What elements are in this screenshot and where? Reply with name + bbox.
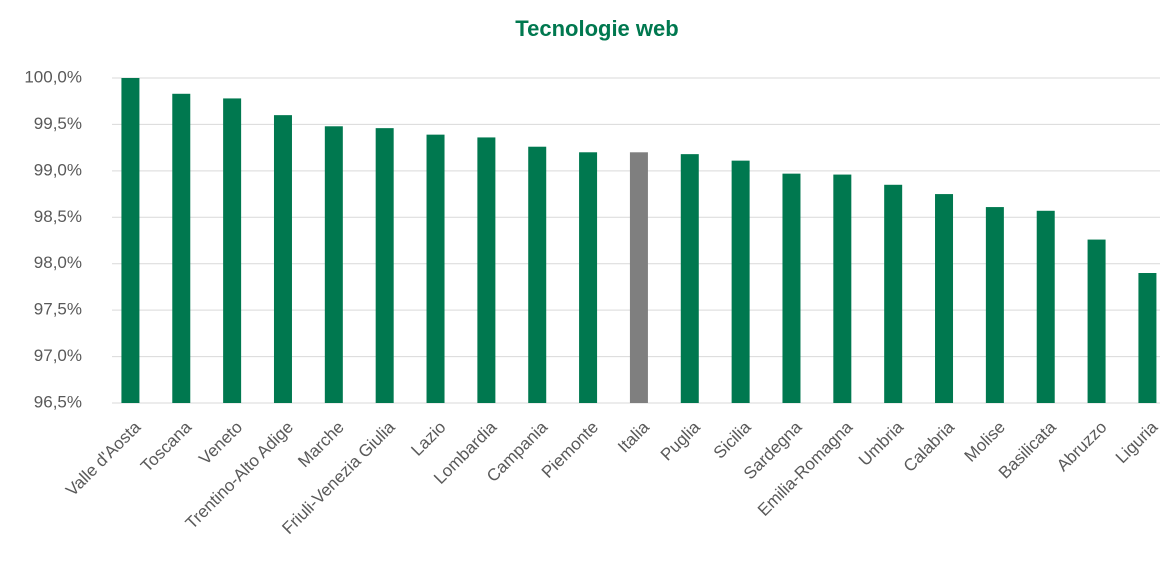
x-tick-label: Valle d'Aosta (62, 417, 145, 500)
bar (833, 174, 852, 403)
bar (1036, 210, 1055, 403)
x-tick-label: Puglia (657, 417, 704, 464)
bar (324, 126, 343, 404)
x-tick-label: Sicilia (710, 417, 755, 462)
y-tick-label: 98,0% (34, 253, 82, 272)
bar (579, 152, 598, 403)
bar (884, 184, 903, 403)
y-tick-label: 100,0% (24, 67, 82, 86)
bar (935, 194, 954, 403)
bar (477, 137, 496, 403)
bar (782, 173, 801, 403)
x-tick-label: Veneto (195, 418, 246, 469)
x-tick-label: Liguria (1112, 417, 1161, 467)
bar (172, 93, 191, 404)
bar (121, 78, 140, 403)
x-tick-label: Piemonte (538, 418, 602, 482)
chart-title: Tecnologie web (515, 16, 678, 41)
y-tick-label: 97,0% (34, 346, 82, 365)
bar (223, 98, 242, 403)
x-tick-label: Toscana (137, 417, 196, 476)
bar (426, 134, 445, 403)
bar (528, 146, 547, 403)
bar (273, 115, 292, 404)
bar (629, 152, 648, 403)
x-tick-label: Calabria (900, 417, 959, 476)
x-tick-label: Molise (961, 418, 1009, 466)
bar (680, 154, 699, 403)
y-tick-label: 98,5% (34, 207, 82, 226)
y-tick-label: 96,5% (34, 392, 82, 411)
bar (1087, 239, 1106, 403)
y-tick-label: 97,5% (34, 300, 82, 319)
bar (1138, 273, 1157, 403)
x-tick-label: Abruzzo (1053, 418, 1111, 476)
x-tick-label: Lazio (407, 418, 449, 460)
x-tick-label: Emilia-Romagna (754, 417, 857, 520)
bar (985, 207, 1004, 403)
y-tick-label: 99,0% (34, 160, 82, 179)
x-tick-label: Italia (614, 417, 653, 456)
bar (731, 160, 750, 403)
y-tick-label: 99,5% (34, 114, 82, 133)
bar (375, 128, 394, 403)
